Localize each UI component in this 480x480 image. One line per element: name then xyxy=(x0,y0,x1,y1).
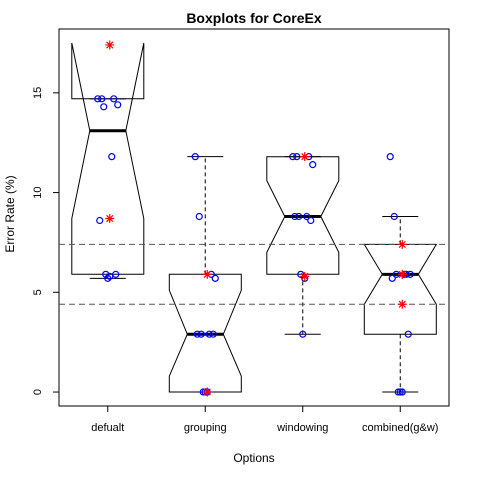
chart-title: Boxplots for CoreEx xyxy=(186,10,322,26)
data-point xyxy=(212,275,218,281)
mean-marker xyxy=(203,270,212,279)
y-tick-label: 0 xyxy=(32,389,44,395)
y-tick-label: 10 xyxy=(32,186,44,198)
box-0 xyxy=(72,43,144,274)
mean-marker xyxy=(300,272,309,281)
x-tick-label: grouping xyxy=(184,422,227,434)
x-axis-label: Options xyxy=(233,451,274,465)
data-point xyxy=(310,162,316,168)
data-point xyxy=(389,275,395,281)
data-point xyxy=(97,217,103,223)
data-point xyxy=(115,102,121,108)
x-tick-label: windowing xyxy=(276,422,328,434)
mean-marker xyxy=(398,300,407,309)
plot-frame xyxy=(59,29,449,406)
mean-marker xyxy=(105,214,114,223)
mean-marker xyxy=(105,40,114,49)
mean-marker xyxy=(203,388,212,397)
data-point xyxy=(101,104,107,110)
x-tick-label: combined(g&w) xyxy=(362,422,438,434)
y-tick-label: 15 xyxy=(32,87,44,99)
data-point xyxy=(308,217,314,223)
box-3 xyxy=(364,244,436,334)
data-point xyxy=(387,154,393,160)
y-tick-label: 5 xyxy=(32,289,44,295)
y-axis-label: Error Rate (%) xyxy=(3,175,17,252)
data-point xyxy=(196,214,202,220)
x-tick-label: defualt xyxy=(91,422,124,434)
mean-marker xyxy=(398,270,407,279)
mean-marker xyxy=(300,152,309,161)
data-point xyxy=(109,154,115,160)
mean-marker xyxy=(398,240,407,249)
